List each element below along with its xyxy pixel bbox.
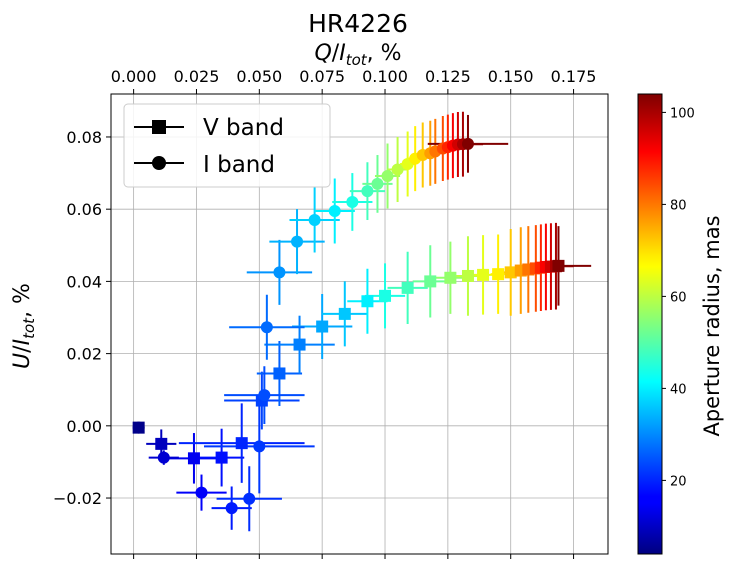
v-band-point: [316, 320, 329, 333]
i-band-point: [308, 214, 321, 227]
x-tick-label: 0.025: [174, 67, 220, 86]
colorbar-tick-label: 60: [670, 290, 687, 305]
v-band-point: [401, 281, 414, 294]
x-tick-label: 0.100: [362, 67, 408, 86]
y-tick-label: 0.08: [66, 128, 102, 147]
plot-frame: [110, 93, 609, 555]
v-band-point: [293, 338, 306, 351]
x-tick-labels: 0.000 0.025 0.050 0.075 0.100 0.125 0.150 0.175: [111, 67, 597, 86]
legend-v-band-marker: [152, 120, 166, 134]
y-tick-label: 0.00: [66, 417, 102, 436]
i-band-point: [328, 204, 341, 217]
x-tick-label: 0.175: [551, 67, 597, 86]
x-tick-label: 0.000: [111, 67, 157, 86]
svg-text:U/Itot, %: U/Itot, %: [10, 283, 38, 369]
i-band-point: [346, 195, 359, 208]
i-band-point: [243, 492, 256, 505]
i-band-point: [381, 169, 394, 182]
axis-ticks: [106, 89, 575, 559]
i-band-point: [195, 486, 208, 499]
x-tick-label: 0.150: [488, 67, 534, 86]
legend-i-band-marker: [152, 156, 166, 170]
x-tick-label: 0.125: [425, 67, 471, 86]
y-tick-labels: −0.02 0.00 0.02 0.04 0.06 0.08: [53, 128, 102, 508]
svg-text:Aperture radius, mas: Aperture radius, mas: [700, 215, 724, 436]
i-band-point: [461, 137, 474, 150]
i-band-point: [273, 266, 286, 279]
colorbar-tick-label: 100: [670, 106, 695, 121]
i-band-point: [260, 321, 273, 334]
i-band-point: [225, 502, 238, 515]
x-axis-title: Q/Itot, %: [314, 41, 401, 69]
data-markers: [132, 137, 565, 515]
v-band-point: [155, 437, 168, 450]
i-band-point: [253, 440, 266, 453]
legend: V band I band: [123, 103, 331, 188]
i-band-point: [371, 177, 384, 190]
colorbar-ticks: 20 40 60 80 100: [662, 106, 695, 489]
i-band-point: [258, 389, 271, 402]
y-axis-title: U/Itot, %: [10, 283, 38, 369]
colorbar-tick-label: 20: [670, 474, 687, 489]
colorbar: 20 40 60 80 100 Aperture radius, mas: [637, 93, 724, 555]
i-band-point: [361, 185, 374, 198]
x-tick-label: 0.075: [299, 67, 345, 86]
v-band-point: [444, 271, 457, 284]
legend-i-band-label: I band: [203, 152, 275, 178]
colorbar-title: Aperture radius, mas: [700, 215, 724, 436]
v-band-point: [504, 266, 517, 279]
legend-box: [123, 103, 331, 188]
i-band-point: [291, 235, 304, 248]
v-band-point: [361, 295, 374, 308]
v-band-point: [338, 307, 351, 320]
y-tick-label: 0.02: [66, 345, 102, 364]
i-band-point: [132, 421, 145, 434]
v-band-point: [461, 269, 474, 282]
chart-title: HR4226: [308, 9, 408, 38]
i-band-point: [157, 451, 170, 464]
v-band-point: [477, 268, 490, 281]
y-tick-label: 0.04: [66, 272, 102, 291]
colorbar-tick-label: 80: [670, 198, 687, 213]
v-band-point: [235, 437, 248, 450]
i-band-point: [391, 163, 404, 176]
v-band-point: [552, 259, 565, 272]
v-band-point: [215, 451, 228, 464]
colorbar-gradient: [637, 93, 663, 555]
colorbar-tick-label: 40: [670, 382, 687, 397]
v-band-point: [273, 367, 286, 380]
legend-v-band-label: V band: [203, 115, 284, 141]
v-band-point: [492, 268, 505, 281]
v-band-point: [379, 289, 392, 302]
x-tick-label: 0.050: [236, 67, 282, 86]
y-tick-label: −0.02: [53, 489, 102, 508]
y-tick-label: 0.06: [66, 200, 102, 219]
v-band-point: [424, 275, 437, 288]
v-band-point: [187, 452, 200, 465]
